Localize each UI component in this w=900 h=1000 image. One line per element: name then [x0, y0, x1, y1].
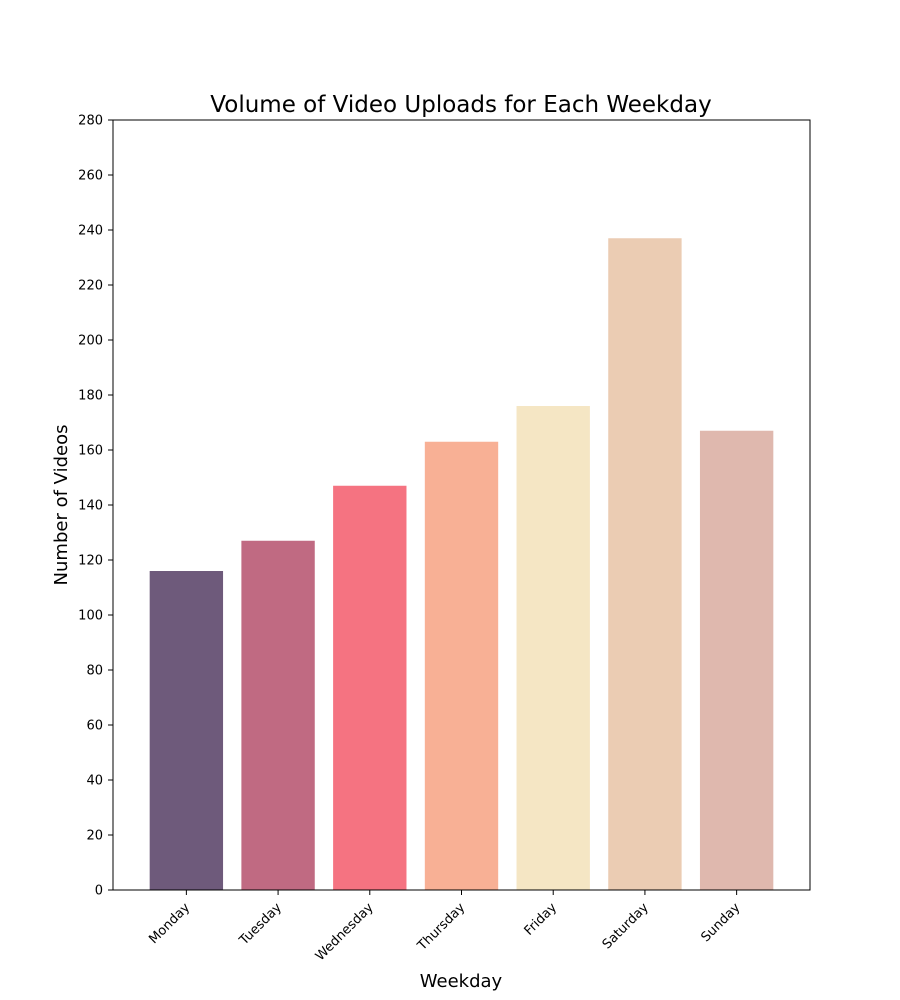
- bar-tuesday: [241, 540, 315, 890]
- bars-layer: [149, 238, 774, 890]
- x-tick-label-friday: Friday: [522, 900, 561, 939]
- bar-wednesday: [333, 485, 407, 890]
- y-tick-label-140: 140: [78, 499, 103, 514]
- x-axis-ticks: Monday Tuesday Wednesday Thursday Friday Satu…: [146, 890, 744, 964]
- y-tick-label-20: 20: [86, 829, 103, 844]
- x-tick-label-tuesday: Tuesday: [236, 900, 285, 949]
- y-tick-label-160: 160: [78, 444, 103, 459]
- bar-friday: [516, 406, 590, 890]
- x-tick-label-monday: Monday: [146, 900, 193, 947]
- y-tick-label-120: 120: [78, 554, 103, 569]
- y-tick-label-180: 180: [78, 389, 103, 404]
- y-tick-label-80: 80: [86, 664, 103, 679]
- bar-thursday: [424, 441, 499, 890]
- y-tick-label-220: 220: [78, 279, 103, 294]
- x-axis-label: Weekday: [420, 971, 503, 992]
- x-tick-label-sunday: Sunday: [698, 900, 743, 945]
- y-tick-label-60: 60: [86, 719, 103, 734]
- y-axis-label: Number of Videos: [51, 425, 72, 586]
- y-axis-ticks: 0 20 40 60 80 100 120 140 160 180 200 220 240 260 280: [78, 114, 113, 899]
- y-tick-label-260: 260: [78, 169, 103, 184]
- y-tick-label-280: 280: [78, 114, 103, 129]
- bar-monday: [149, 571, 224, 890]
- chart-title: Volume of Video Uploads for Each Weekday: [210, 92, 711, 118]
- y-tick-label-100: 100: [78, 609, 103, 624]
- y-tick-label-240: 240: [78, 224, 103, 239]
- x-tick-label-thursday: Thursday: [414, 900, 468, 954]
- bar-saturday: [608, 238, 682, 890]
- y-tick-label-40: 40: [86, 774, 103, 789]
- x-tick-label-saturday: Saturday: [600, 900, 652, 952]
- bar-sunday: [699, 430, 774, 890]
- y-tick-label-0: 0: [95, 884, 103, 899]
- y-tick-label-200: 200: [78, 334, 103, 349]
- x-tick-label-wednesday: Wednesday: [313, 900, 377, 964]
